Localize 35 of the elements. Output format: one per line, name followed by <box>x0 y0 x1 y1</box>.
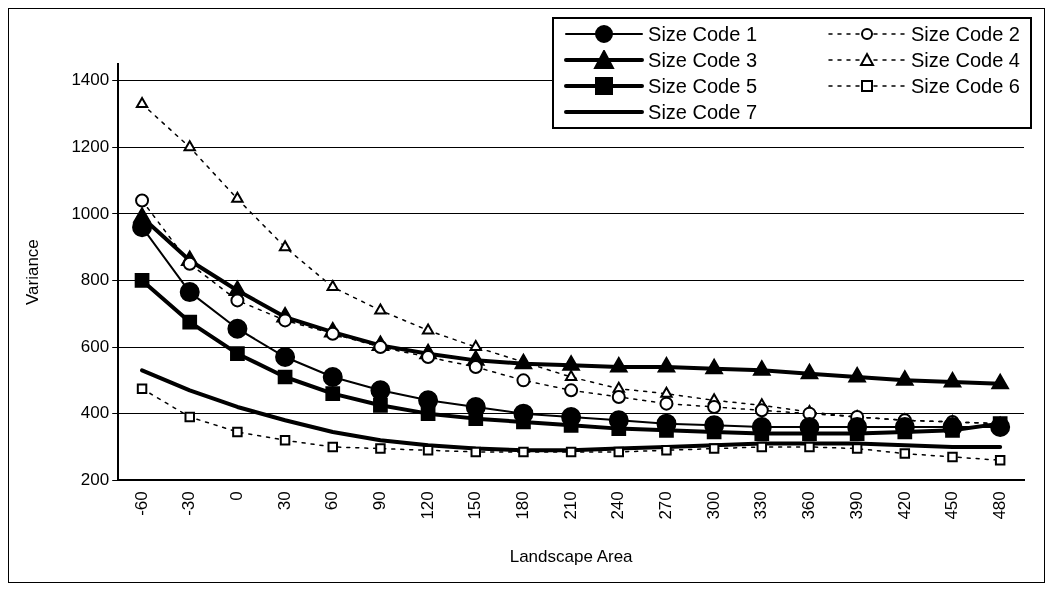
x-tick-label: 270 <box>656 491 676 520</box>
legend-label: Size Code 6 <box>911 74 1020 98</box>
x-tick-label: 210 <box>560 491 580 520</box>
x-tick-label: 90 <box>370 491 390 511</box>
y-tick-label: 600 <box>80 336 110 356</box>
legend-label: Size Code 4 <box>911 48 1020 72</box>
x-tick-label: 360 <box>799 491 819 520</box>
legend-label: Size Code 2 <box>911 22 1020 46</box>
x-tick-label: 420 <box>894 491 914 520</box>
x-tick-label: 450 <box>942 491 962 520</box>
y-tick-label: 200 <box>80 469 110 489</box>
x-tick-label: 150 <box>465 491 485 520</box>
x-tick-label: 330 <box>751 491 771 520</box>
legend-label: Size Code 7 <box>648 100 758 124</box>
x-tick-label: 300 <box>703 491 723 520</box>
x-tick-label: 240 <box>608 491 628 520</box>
x-tick-label: -60 <box>131 491 151 516</box>
legend-label: Size Code 5 <box>648 74 758 98</box>
legend-label: Size Code 3 <box>648 48 758 72</box>
x-tick-label: 60 <box>322 491 342 511</box>
x-tick-label: 390 <box>846 491 866 520</box>
y-tick-label: 1200 <box>71 136 110 156</box>
x-tick-label: 0 <box>227 491 247 501</box>
x-tick-label: 480 <box>989 491 1009 520</box>
x-tick-label: 30 <box>274 491 294 511</box>
x-tick-label: 180 <box>513 491 533 520</box>
y-tick-label: 800 <box>80 270 110 290</box>
y-axis-title: Variance <box>22 239 42 306</box>
y-tick-label: 400 <box>80 403 110 423</box>
y-tick-label: 1000 <box>71 203 110 223</box>
y-tick-label: 1400 <box>71 70 110 90</box>
x-tick-label: -30 <box>179 491 199 516</box>
legend-label: Size Code 1 <box>648 22 758 46</box>
x-tick-label: 120 <box>417 491 437 520</box>
x-axis-title: Landscape Area <box>509 547 634 567</box>
